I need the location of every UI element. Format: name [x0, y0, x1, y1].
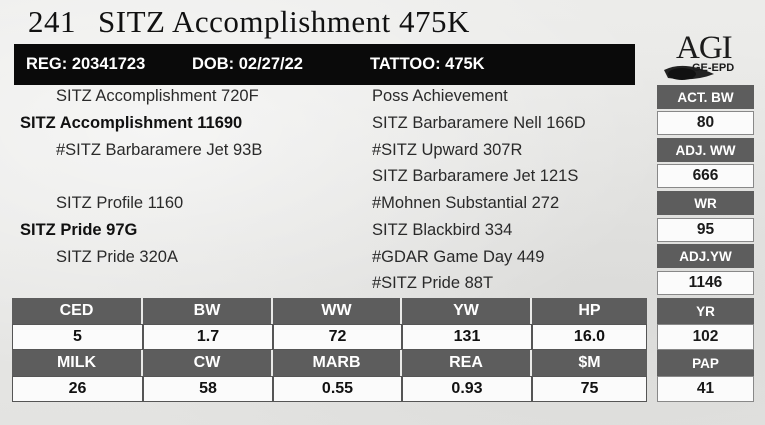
pap-value: 41 [657, 376, 754, 402]
adj-ww-label: ADJ. WW [657, 138, 754, 162]
epd-value-rea: 0.93 [402, 376, 532, 402]
lot-number: 241 [28, 4, 76, 39]
pedigree-ancestor-4: SITZ Barbaramere Jet 121S [372, 167, 579, 185]
lot-title: 241 SITZ Accomplishment 475K [28, 4, 470, 40]
pedigree-ancestor-5: #Mohnen Substantial 272 [372, 194, 560, 212]
epd-value-milk: 26 [12, 376, 143, 402]
epd-value-marb: 0.55 [273, 376, 402, 402]
epd-header-dollar-m: $M [532, 350, 647, 376]
pedigree-sire-dam: #SITZ Barbaramere Jet 93B [56, 141, 263, 159]
pedigree-ancestor-7: #GDAR Game Day 449 [372, 248, 545, 266]
pedigree-dam: SITZ Pride 97G [20, 221, 138, 239]
epd-header-yw: YW [402, 298, 532, 324]
pedigree-sire: SITZ Accomplishment 11690 [20, 114, 243, 132]
pedigree-dam-sire: SITZ Profile 1160 [56, 194, 184, 212]
wr-label: WR [657, 191, 754, 215]
adj-yw-label: ADJ.YW [657, 244, 754, 268]
epd-value-hp: 16.0 [532, 324, 647, 350]
date-of-birth: DOB: 02/27/22 [192, 55, 303, 73]
epd-value-dollar-m: 75 [532, 376, 647, 402]
epd-value-bw: 1.7 [143, 324, 273, 350]
animal-name: SITZ Accomplishment 475K [98, 4, 470, 39]
epd-value-ww: 72 [273, 324, 402, 350]
epd-header-ww: WW [273, 298, 402, 324]
epd-header-hp: HP [532, 298, 647, 324]
pedigree-sire-sire: SITZ Accomplishment 720F [56, 87, 259, 105]
yr-label: YR [657, 298, 754, 324]
adj-ww-value: 666 [657, 164, 754, 188]
pedigree-dam-dam: SITZ Pride 320A [56, 248, 178, 266]
epd-value-cw: 58 [143, 376, 273, 402]
pedigree-ancestor-8: #SITZ Pride 88T [372, 274, 494, 292]
agi-logo-swoosh-icon [664, 65, 714, 80]
act-bw-value: 80 [657, 111, 754, 135]
pedigree-ancestor-3: #SITZ Upward 307R [372, 141, 523, 159]
tattoo: TATTOO: 475K [370, 55, 485, 73]
yr-value: 102 [657, 324, 754, 350]
agi-logo-subtext: GE-EPD [692, 62, 735, 74]
epd-header-cw: CW [143, 350, 273, 376]
epd-header-marb: MARB [273, 350, 402, 376]
epd-header-ced: CED [12, 298, 143, 324]
registration-number: REG: 20341723 [26, 55, 146, 73]
epd-value-ced: 5 [12, 324, 143, 350]
epd-header-milk: MILK [12, 350, 143, 376]
act-bw-label: ACT. BW [657, 85, 754, 109]
pedigree-ancestor-6: SITZ Blackbird 334 [372, 221, 513, 239]
pedigree-ancestor-2: SITZ Barbaramere Nell 166D [372, 114, 586, 132]
registration-bar: REG: 20341723 DOB: 02/27/22 TATTOO: 475K [14, 44, 635, 85]
wr-value: 95 [657, 218, 754, 242]
adj-yw-value: 1146 [657, 271, 754, 295]
epd-header-rea: REA [402, 350, 532, 376]
epd-value-yw: 131 [402, 324, 532, 350]
agi-logo-text: AGI [676, 30, 733, 66]
epd-header-bw: BW [143, 298, 273, 324]
pap-label: PAP [657, 350, 754, 376]
agi-logo: AGI GE-EPD [654, 30, 754, 82]
pedigree-ancestor-1: Poss Achievement [372, 87, 508, 105]
